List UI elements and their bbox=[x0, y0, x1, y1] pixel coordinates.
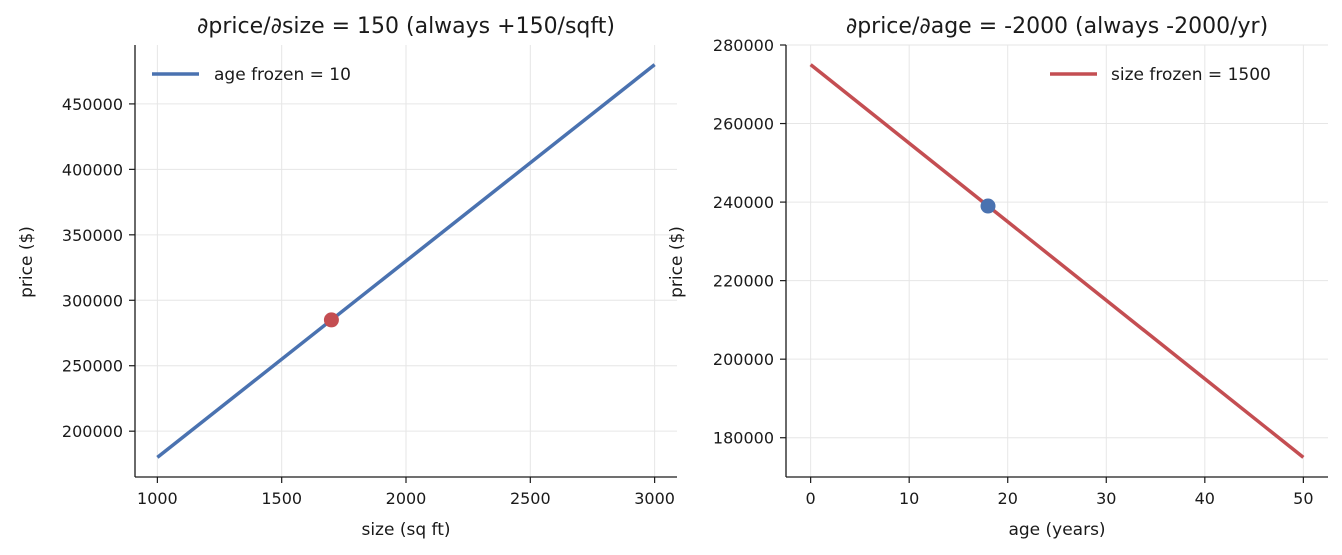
x-tick-label: 30 bbox=[1096, 489, 1116, 508]
x-tick-label: 0 bbox=[806, 489, 816, 508]
y-tick-label: 300000 bbox=[62, 291, 123, 310]
y-axis-label: price ($) bbox=[17, 226, 37, 298]
y-tick-label: 240000 bbox=[713, 193, 774, 212]
x-tick-label: 2500 bbox=[510, 489, 551, 508]
y-tick-label: 400000 bbox=[62, 160, 123, 179]
legend: size frozen = 1500 bbox=[1050, 65, 1271, 85]
x-ticks: 0 10 20 30 40 50 bbox=[806, 477, 1314, 508]
x-tick-label: 20 bbox=[998, 489, 1018, 508]
y-tick-label: 350000 bbox=[62, 226, 123, 245]
x-axis-label: size (sq ft) bbox=[361, 520, 450, 540]
y-tick-label: 260000 bbox=[713, 115, 774, 134]
chart-age: ∂price/∂age = -2000 (always -2000/yr) 0 1… bbox=[667, 14, 1328, 540]
grid bbox=[135, 45, 677, 477]
grid bbox=[786, 44, 1328, 477]
series-line bbox=[809, 63, 1305, 459]
x-tick-label: 40 bbox=[1195, 489, 1215, 508]
y-ticks: 200000 250000 300000 350000 400000 450000 bbox=[62, 95, 135, 441]
chart-title: ∂price/∂age = -2000 (always -2000/yr) bbox=[846, 14, 1268, 39]
legend: age frozen = 10 bbox=[152, 65, 351, 85]
x-axis-label: age (years) bbox=[1008, 520, 1105, 540]
y-tick-label: 200000 bbox=[62, 422, 123, 441]
chart-size: ∂price/∂size = 150 (always +150/sqft) 10… bbox=[17, 14, 677, 540]
series bbox=[156, 63, 656, 459]
y-tick-label: 200000 bbox=[713, 350, 774, 369]
marker bbox=[980, 198, 996, 214]
y-tick-label: 220000 bbox=[713, 272, 774, 291]
x-tick-label: 2000 bbox=[386, 489, 427, 508]
x-tick-label: 3000 bbox=[634, 489, 675, 508]
x-ticks: 1000 1500 2000 2500 3000 bbox=[137, 477, 675, 508]
series bbox=[809, 63, 1305, 459]
x-tick-label: 10 bbox=[899, 489, 919, 508]
y-tick-label: 450000 bbox=[62, 95, 123, 114]
y-ticks: 180000 200000 220000 240000 260000 280000 bbox=[713, 36, 786, 448]
marker-point bbox=[323, 312, 339, 328]
y-tick-label: 280000 bbox=[713, 36, 774, 55]
marker bbox=[323, 312, 339, 328]
x-tick-label: 50 bbox=[1293, 489, 1313, 508]
legend-label: age frozen = 10 bbox=[214, 65, 351, 85]
series-line bbox=[156, 63, 656, 459]
marker-point bbox=[980, 198, 996, 214]
y-tick-label: 180000 bbox=[713, 429, 774, 448]
y-axis-label: price ($) bbox=[667, 226, 687, 298]
x-tick-label: 1000 bbox=[137, 489, 178, 508]
y-tick-label: 250000 bbox=[62, 357, 123, 376]
x-tick-label: 1500 bbox=[261, 489, 302, 508]
legend-label: size frozen = 1500 bbox=[1111, 65, 1271, 85]
chart-title: ∂price/∂size = 150 (always +150/sqft) bbox=[197, 14, 615, 39]
